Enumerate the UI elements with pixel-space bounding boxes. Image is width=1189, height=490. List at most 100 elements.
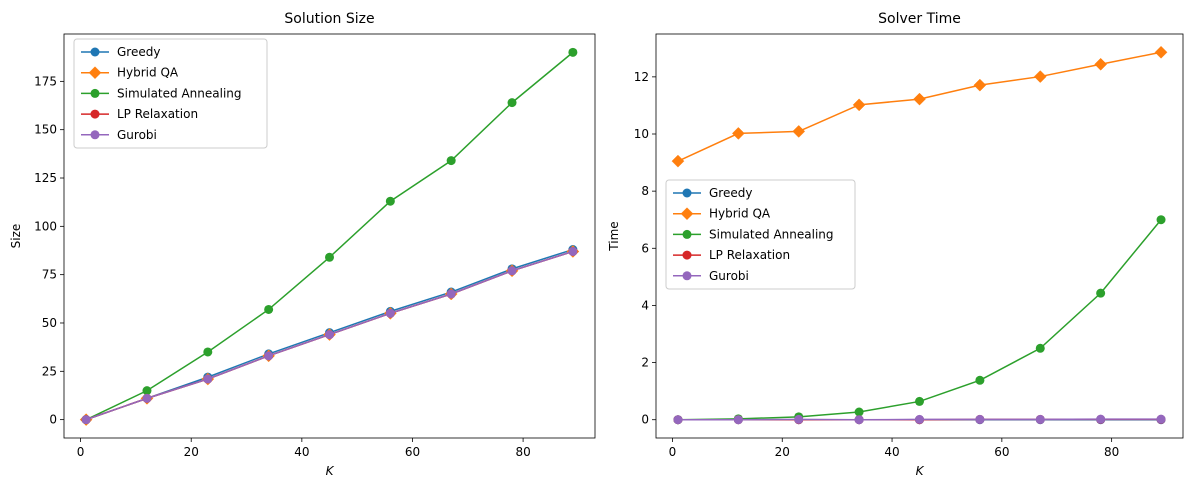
legend-label: Greedy: [709, 186, 752, 200]
y-tick-label: 4: [641, 298, 649, 312]
data-point-simulated-annealing: [385, 196, 395, 206]
data-point-gurobi: [325, 330, 334, 340]
legend-label: Gurobi: [709, 269, 749, 283]
data-point-simulated-annealing: [507, 98, 517, 108]
data-point-simulated-annealing: [142, 386, 152, 396]
y-tick-label: 12: [634, 70, 649, 84]
legend: Greedy Hybrid QA Simulated Annealing LP Rel…: [73, 38, 268, 149]
axes-frame: [63, 33, 596, 439]
legend-label: Simulated Annealing: [117, 86, 242, 100]
y-tick-label: 10: [634, 127, 649, 141]
data-point-gurobi: [1035, 414, 1045, 424]
data-point-gurobi: [203, 374, 213, 384]
legend-swatch-marker: [90, 130, 100, 140]
data-point-hybrid-qa: [852, 98, 866, 112]
data-point-simulated-annealing: [1156, 215, 1166, 225]
data-point-simulated-annealing: [1035, 343, 1045, 353]
data-point-simulated-annealing: [264, 304, 274, 314]
x-tick-label: 80: [515, 445, 530, 459]
legend-swatch-marker: [90, 88, 100, 98]
legend-swatch-marker: [90, 47, 100, 57]
data-point-hybrid-qa: [731, 127, 745, 140]
data-point-gurobi: [854, 415, 864, 425]
data-point-gurobi: [446, 289, 456, 299]
legend-swatch-marker: [90, 109, 100, 119]
x-axis-label: K: [326, 464, 335, 478]
x-axis-label: K: [916, 464, 925, 478]
data-point-gurobi: [81, 415, 91, 425]
legend-label: LP Relaxation: [117, 107, 198, 121]
data-point-gurobi: [264, 351, 274, 361]
legend-label: Hybrid QA: [709, 207, 771, 221]
y-tick-label: 0: [641, 413, 649, 427]
data-point-gurobi: [1156, 414, 1166, 424]
data-point-gurobi: [1096, 414, 1106, 424]
x-tick-label: 20: [184, 445, 199, 459]
axes-frame: [655, 33, 1184, 439]
data-point-hybrid-qa: [792, 125, 806, 138]
data-point-simulated-annealing: [854, 407, 864, 417]
y-tick-label: 0: [49, 413, 57, 427]
data-point-hybrid-qa: [1094, 57, 1108, 71]
x-tick-label: 60: [994, 445, 1009, 459]
legend-box: [73, 38, 268, 149]
data-point-hybrid-qa: [1154, 45, 1168, 59]
data-point-gurobi: [794, 414, 804, 424]
data-point-simulated-annealing: [1096, 288, 1106, 298]
legend-label: Gurobi: [117, 128, 157, 142]
y-axis-label: Time: [607, 221, 621, 251]
x-tick-label: 40: [294, 445, 309, 459]
data-point-simulated-annealing: [975, 375, 985, 385]
data-point-simulated-annealing: [203, 347, 213, 357]
x-tick-label: 60: [405, 445, 420, 459]
legend-swatch-marker: [682, 188, 692, 198]
legend-box: [665, 179, 856, 290]
x-tick-label: 80: [1104, 445, 1119, 459]
y-tick-label: 175: [34, 74, 57, 88]
y-tick-label: 8: [641, 184, 649, 198]
data-point-gurobi: [385, 308, 395, 318]
data-point-gurobi: [975, 414, 985, 424]
data-point-gurobi: [568, 246, 578, 256]
legend-swatch-marker: [680, 207, 694, 221]
y-tick-label: 150: [34, 123, 57, 137]
y-tick-label: 6: [641, 241, 649, 255]
y-tick-label: 125: [34, 171, 57, 185]
data-point-gurobi: [673, 415, 683, 425]
legend-swatch-marker: [682, 271, 692, 281]
data-point-hybrid-qa: [913, 92, 926, 106]
x-tick-label: 0: [669, 445, 677, 459]
legend-swatch-marker: [88, 66, 102, 80]
data-point-hybrid-qa: [671, 154, 685, 168]
y-tick-label: 50: [42, 316, 57, 330]
data-point-simulated-annealing: [568, 47, 578, 57]
chart-title: Solver Time: [878, 11, 961, 27]
data-point-simulated-annealing: [915, 396, 924, 406]
y-axis-label: Size: [9, 224, 23, 249]
legend: Greedy Hybrid QA Simulated Annealing LP Rel…: [665, 179, 856, 290]
data-point-gurobi: [915, 414, 924, 424]
data-point-simulated-annealing: [325, 252, 334, 262]
legend-swatch-marker: [682, 250, 692, 260]
series-line-hybrid-qa: [677, 51, 1162, 162]
data-point-gurobi: [733, 415, 743, 425]
chart-panel-2: 0 20 40 60 80 0 2 4 6 8 10 12 Solver Time K Time Greedy…: [607, 11, 1184, 478]
legend-label: Greedy: [117, 45, 160, 59]
legend-label: Simulated Annealing: [709, 227, 834, 241]
x-tick-label: 40: [884, 445, 899, 459]
y-tick-label: 25: [42, 364, 57, 378]
legend-label: Hybrid QA: [117, 66, 179, 80]
y-tick-label: 75: [42, 268, 57, 282]
data-point-hybrid-qa: [1033, 70, 1047, 83]
chart-panel-1: 0 20 40 60 80 0 25 50 75 100 125 150 175 Solution Siz…: [9, 11, 596, 478]
x-tick-label: 0: [77, 445, 85, 459]
data-point-simulated-annealing: [446, 156, 456, 166]
y-tick-label: 100: [34, 219, 57, 233]
y-tick-label: 2: [641, 356, 649, 370]
data-point-gurobi: [142, 393, 152, 403]
data-point-hybrid-qa: [973, 78, 987, 92]
chart-title: Solution Size: [284, 11, 374, 27]
x-tick-label: 20: [775, 445, 790, 459]
data-point-gurobi: [507, 266, 517, 276]
